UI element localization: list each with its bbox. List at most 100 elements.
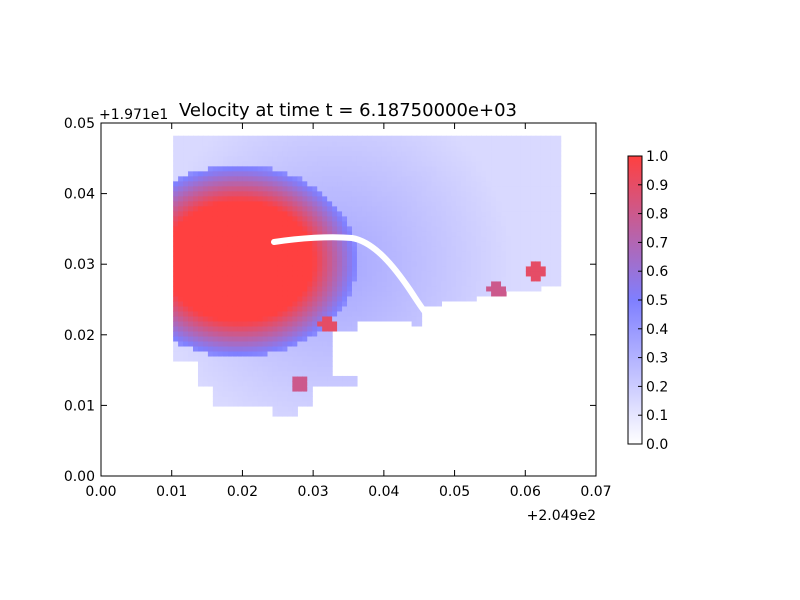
heatmap-cell bbox=[545, 235, 552, 242]
heatmap-cell bbox=[406, 155, 413, 162]
heatmap-cell bbox=[471, 250, 477, 257]
heatmap-cell bbox=[327, 285, 333, 292]
heatmap-cell bbox=[535, 205, 542, 212]
heatmap-cell bbox=[292, 210, 298, 217]
heatmap-cell bbox=[267, 160, 274, 167]
heatmap-cell bbox=[347, 380, 353, 387]
heatmap-cell bbox=[183, 275, 189, 282]
heatmap-cell bbox=[391, 220, 398, 227]
heatmap-cell bbox=[252, 275, 259, 282]
heatmap-cell bbox=[401, 300, 408, 307]
heatmap-cell bbox=[302, 245, 308, 252]
heatmap-cell bbox=[217, 325, 224, 332]
heatmap-cell bbox=[347, 190, 353, 197]
heatmap-cell bbox=[545, 230, 552, 237]
heatmap-cell bbox=[426, 275, 433, 282]
heatmap-cell bbox=[262, 345, 269, 352]
heatmap-cell bbox=[376, 205, 383, 212]
heatmap-cell bbox=[282, 140, 288, 147]
heatmap-cell bbox=[505, 175, 512, 182]
heatmap-cell bbox=[471, 195, 477, 202]
heatmap-cell bbox=[436, 185, 443, 192]
heatmap-cell bbox=[486, 160, 492, 167]
heatmap-cell bbox=[411, 305, 418, 312]
heatmap-cell bbox=[217, 285, 224, 292]
heatmap-cell bbox=[371, 160, 378, 167]
heatmap-cell bbox=[247, 285, 254, 292]
heatmap-cell bbox=[391, 290, 398, 297]
heatmap-cell bbox=[247, 335, 254, 342]
heatmap-cell bbox=[197, 235, 204, 242]
heatmap-cell bbox=[237, 220, 244, 227]
heatmap-cell bbox=[351, 220, 358, 227]
heatmap-cell bbox=[466, 225, 472, 232]
heatmap-cell bbox=[461, 215, 467, 222]
heatmap-cell bbox=[292, 390, 298, 397]
heatmap-cell bbox=[207, 325, 214, 332]
heatmap-cell bbox=[193, 165, 199, 172]
heatmap-cell bbox=[292, 325, 298, 332]
heatmap-cell bbox=[178, 325, 184, 332]
heatmap-cell bbox=[322, 175, 328, 182]
colorbar-tick-label: 0.2 bbox=[646, 379, 668, 395]
heatmap-cell bbox=[351, 185, 358, 192]
heatmap-cell bbox=[292, 150, 298, 157]
heatmap-cell bbox=[327, 265, 333, 272]
heatmap-cell bbox=[451, 270, 457, 277]
heatmap-cell bbox=[257, 150, 264, 157]
heatmap-cell bbox=[297, 370, 303, 377]
heatmap-cell bbox=[376, 150, 383, 157]
heatmap-cell bbox=[401, 210, 408, 217]
heatmap-cell bbox=[451, 225, 457, 232]
heatmap-cell bbox=[282, 370, 288, 377]
heatmap-cell bbox=[237, 370, 244, 377]
heatmap-cell bbox=[207, 240, 214, 247]
heatmap-cell bbox=[302, 380, 308, 387]
heatmap-cell bbox=[550, 250, 557, 257]
heatmap-cell bbox=[431, 255, 438, 262]
heatmap-cell bbox=[386, 240, 393, 247]
heatmap-cell bbox=[451, 155, 457, 162]
heatmap-cell bbox=[207, 185, 214, 192]
heatmap-cell bbox=[386, 255, 393, 262]
heatmap-cell bbox=[550, 280, 557, 287]
heatmap-cell bbox=[451, 255, 457, 262]
heatmap-cell bbox=[356, 195, 363, 202]
heatmap-cell bbox=[262, 340, 269, 347]
heatmap-cell bbox=[496, 235, 502, 242]
heatmap-cell bbox=[257, 155, 264, 162]
heatmap-cell bbox=[232, 325, 239, 332]
heatmap-cell bbox=[327, 370, 333, 377]
heatmap-cell bbox=[287, 405, 293, 412]
heatmap-cell bbox=[272, 230, 279, 237]
heatmap-cell bbox=[222, 255, 229, 262]
heatmap-cell bbox=[287, 410, 293, 417]
heatmap-cell bbox=[461, 205, 467, 212]
heatmap-cell bbox=[197, 225, 204, 232]
heatmap-cell bbox=[416, 170, 423, 177]
heatmap-cell bbox=[193, 300, 199, 307]
heatmap-cell bbox=[252, 325, 259, 332]
heatmap-cell bbox=[272, 270, 279, 277]
heatmap-cell bbox=[312, 245, 318, 252]
heatmap-cell bbox=[207, 230, 214, 237]
heatmap-cell bbox=[406, 295, 413, 302]
heatmap-cell bbox=[262, 235, 269, 242]
heatmap-cell bbox=[272, 150, 279, 157]
heatmap-cell bbox=[188, 225, 194, 232]
heatmap-cell bbox=[441, 250, 447, 257]
heatmap-cell bbox=[381, 300, 388, 307]
heatmap-cell bbox=[396, 175, 403, 182]
heatmap-cell bbox=[178, 270, 184, 277]
heatmap-cell bbox=[520, 260, 527, 267]
heatmap-cell bbox=[237, 150, 244, 157]
heatmap-cell bbox=[461, 260, 467, 267]
heatmap-cell bbox=[217, 195, 224, 202]
heatmap-cell bbox=[307, 150, 313, 157]
heatmap-cell bbox=[217, 155, 224, 162]
heatmap-cell bbox=[327, 250, 333, 257]
heatmap-cell bbox=[277, 165, 284, 172]
heatmap-cell bbox=[317, 265, 323, 272]
heatmap-cell bbox=[386, 195, 393, 202]
heatmap-cell bbox=[267, 300, 274, 307]
